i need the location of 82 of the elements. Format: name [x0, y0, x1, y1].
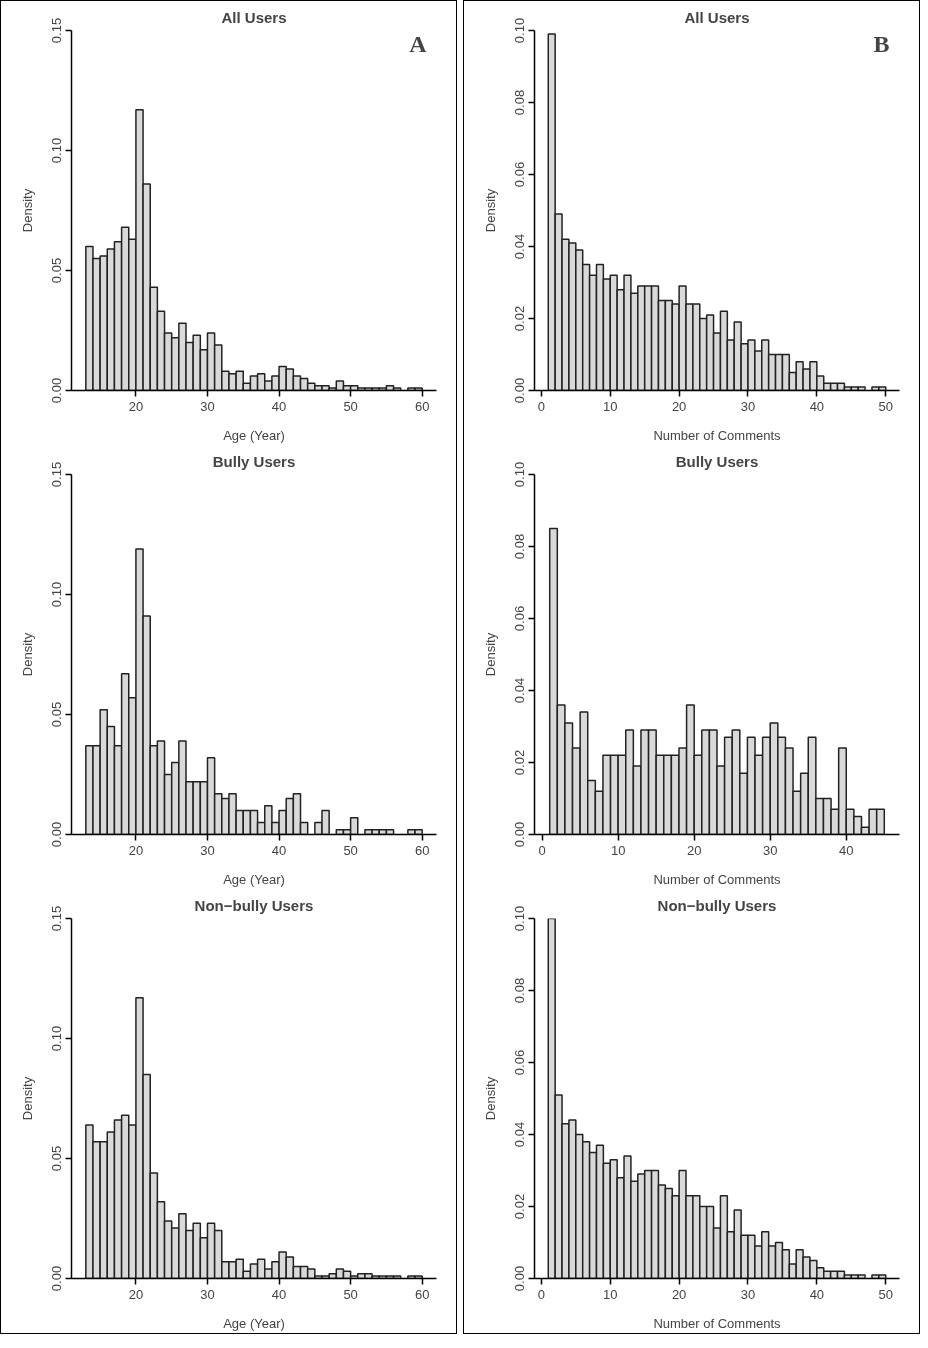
chart-title: Non−bully Users: [194, 896, 314, 914]
x-tick-label: 40: [809, 1286, 825, 1302]
x-tick-label: 60: [414, 842, 430, 858]
y-tick-label: 0.02: [511, 749, 527, 776]
x-tick-label: 30: [763, 842, 778, 858]
chart-title: All Users: [221, 8, 287, 26]
x-tick-label: 40: [809, 398, 825, 414]
y-axis-title: Density: [482, 188, 498, 233]
y-tick-label: 0.10: [511, 905, 527, 932]
x-tick-label: 50: [343, 1286, 358, 1302]
x-tick-label: 20: [128, 1286, 144, 1302]
y-tick-label: 0.04: [511, 233, 527, 260]
y-tick-label: 0.06: [511, 161, 527, 188]
x-tick-label: 30: [740, 398, 756, 414]
chart-title: All Users: [684, 8, 750, 26]
x-tick-label: 10: [603, 398, 618, 414]
y-tick-label: 0.00: [48, 821, 64, 848]
x-tick-label: 50: [343, 398, 358, 414]
y-tick-label: 0.00: [511, 377, 527, 404]
x-tick-label: 10: [603, 1286, 618, 1302]
x-tick-label: 30: [740, 1286, 756, 1302]
x-tick-label: 0: [537, 1286, 546, 1302]
y-tick-label: 0.06: [511, 1049, 527, 1076]
y-tick-label: 0.06: [511, 605, 527, 632]
y-axis-title: Density: [19, 632, 35, 677]
y-tick-label: 0.02: [511, 305, 527, 332]
chart-title: Bully Users: [212, 452, 296, 470]
x-axis-title: Number of Comments: [653, 1315, 782, 1331]
y-tick-label: 0.10: [511, 461, 527, 488]
y-tick-label: 0.00: [511, 821, 527, 848]
y-tick-label: 0.10: [48, 581, 64, 608]
x-tick-label: 50: [343, 842, 358, 858]
x-tick-label: 40: [271, 1286, 287, 1302]
y-tick-label: 0.00: [48, 1265, 64, 1292]
y-tick-label: 0.05: [48, 257, 64, 284]
x-tick-label: 40: [839, 842, 854, 858]
y-tick-label: 0.05: [48, 1145, 64, 1172]
y-tick-label: 0.04: [511, 1121, 527, 1148]
y-tick-label: 0.00: [48, 377, 64, 404]
y-tick-label: 0.04: [511, 677, 527, 704]
annotation: B: [873, 30, 890, 57]
y-tick-label: 0.02: [511, 1193, 527, 1220]
x-axis-title: Number of Comments: [653, 427, 782, 443]
x-tick-label: 0: [537, 398, 546, 414]
x-tick-label: 50: [878, 1286, 893, 1302]
x-tick-label: 20: [128, 398, 144, 414]
y-tick-label: 0.15: [48, 17, 64, 44]
y-tick-label: 0.15: [48, 461, 64, 488]
y-axis-title: Density: [19, 188, 35, 233]
y-tick-label: 0.08: [511, 977, 527, 1004]
x-tick-label: 0: [538, 842, 546, 858]
y-tick-label: 0.00: [511, 1265, 527, 1292]
annotation: A: [409, 30, 428, 57]
y-tick-label: 0.10: [48, 1025, 64, 1052]
y-tick-label: 0.15: [48, 905, 64, 932]
y-tick-label: 0.10: [511, 17, 527, 44]
y-axis-title: Density: [482, 632, 498, 677]
x-tick-label: 20: [686, 842, 702, 858]
x-tick-label: 40: [271, 842, 287, 858]
x-tick-label: 60: [414, 1286, 430, 1302]
y-axis-title: Density: [482, 1076, 498, 1121]
y-tick-label: 0.08: [511, 89, 527, 116]
chart-title: Non−bully Users: [657, 896, 777, 914]
x-tick-label: 10: [610, 842, 626, 858]
y-tick-label: 0.08: [511, 533, 527, 560]
x-tick-label: 60: [414, 398, 430, 414]
x-tick-label: 30: [200, 1286, 215, 1302]
x-tick-label: 30: [200, 398, 215, 414]
x-axis-title: Age (Year): [223, 871, 285, 887]
x-axis-title: Age (Year): [223, 1315, 285, 1331]
x-axis-title: Age (Year): [223, 427, 285, 443]
y-tick-label: 0.05: [48, 701, 64, 728]
x-tick-label: 50: [878, 398, 893, 414]
x-axis-title: Number of Comments: [653, 871, 782, 887]
x-tick-label: 20: [671, 398, 687, 414]
x-tick-label: 30: [200, 842, 215, 858]
y-axis-title: Density: [19, 1076, 35, 1121]
x-tick-label: 20: [671, 1286, 687, 1302]
x-tick-label: 40: [271, 398, 287, 414]
y-tick-label: 0.10: [48, 137, 64, 164]
chart-title: Bully Users: [675, 452, 759, 470]
x-tick-label: 20: [128, 842, 144, 858]
